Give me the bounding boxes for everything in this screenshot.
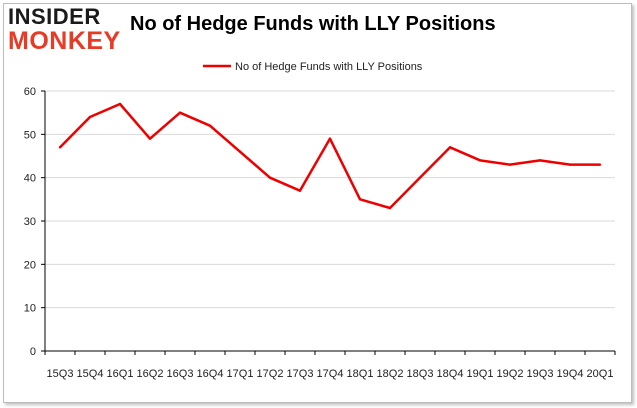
- x-tick-label: 16Q4: [197, 368, 224, 380]
- y-axis-tick-labels: 0 10 20 30 40 50 60: [24, 86, 36, 358]
- x-axis-tick-labels: 15Q3 15Q4 16Q1 16Q2 16Q3 16Q4 17Q1 17Q2 17Q3 17Q4…: [47, 368, 614, 380]
- y-tick-label: 0: [30, 346, 36, 358]
- y-tick-label: 60: [24, 86, 36, 98]
- data-point: [358, 198, 362, 201]
- y-tick-label: 10: [24, 303, 36, 315]
- y-tick-label: 30: [24, 216, 36, 228]
- logo-text-monkey: MONKEY: [8, 27, 121, 55]
- data-point: [118, 102, 122, 106]
- x-tick-label: 20Q1: [587, 368, 614, 380]
- legend-label: No of Hedge Funds with LLY Positions: [235, 61, 423, 73]
- x-tick-label: 16Q3: [167, 368, 194, 380]
- data-point: [208, 124, 212, 127]
- data-point: [388, 206, 392, 210]
- x-tick-label: 17Q3: [287, 368, 314, 380]
- x-tick-label: 16Q2: [137, 368, 164, 380]
- data-point: [598, 163, 602, 166]
- data-point: [88, 115, 92, 119]
- y-tick-label: 50: [24, 129, 36, 141]
- data-point: [508, 163, 512, 166]
- data-point: [238, 150, 242, 153]
- data-point: [478, 159, 482, 162]
- logo-text-insider: INSIDER: [8, 4, 101, 29]
- legend: No of Hedge Funds with LLY Positions: [203, 61, 423, 73]
- x-tick-label: 18Q2: [377, 368, 404, 380]
- axes: [41, 90, 616, 355]
- series-line: [59, 102, 600, 210]
- x-tick-label: 19Q4: [557, 368, 584, 380]
- x-tick-label: 15Q3: [47, 368, 74, 380]
- data-point: [178, 111, 182, 114]
- x-tick-label: 17Q2: [257, 368, 284, 380]
- data-point: [568, 163, 572, 166]
- data-point: [148, 137, 152, 140]
- x-tick-label: 18Q1: [347, 368, 374, 380]
- x-tick-label: 19Q3: [527, 368, 554, 380]
- insider-monkey-logo: INSIDER MONKEY: [8, 6, 126, 56]
- x-tick-label: 17Q4: [317, 368, 344, 380]
- x-tick-label: 19Q2: [497, 368, 524, 380]
- grid-lines: [45, 90, 615, 309]
- x-tick-label: 18Q4: [437, 368, 464, 380]
- x-tick-label: 18Q3: [407, 368, 434, 380]
- x-tick-label: 17Q1: [227, 368, 254, 380]
- chart-title: No of Hedge Funds with LLY Positions: [130, 13, 496, 35]
- data-point: [328, 137, 332, 140]
- data-point: [58, 146, 62, 149]
- series-layer: [58, 102, 602, 210]
- y-tick-label: 40: [24, 173, 36, 185]
- x-tick-label: 19Q1: [467, 368, 494, 380]
- x-tick-label: 15Q4: [77, 368, 104, 380]
- y-tick-label: 20: [24, 259, 36, 271]
- data-point: [298, 189, 302, 192]
- data-point: [268, 176, 272, 179]
- data-point: [418, 176, 422, 179]
- x-tick-label: 16Q1: [107, 368, 134, 380]
- data-point: [538, 159, 542, 162]
- chart-frame: [3, 3, 632, 403]
- data-point: [448, 146, 452, 149]
